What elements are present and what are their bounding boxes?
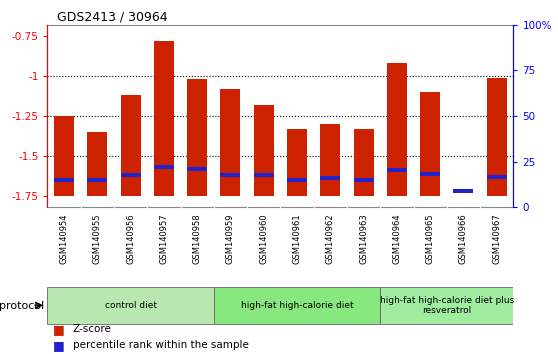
FancyBboxPatch shape [380, 287, 513, 324]
Text: protocol: protocol [0, 301, 45, 311]
FancyBboxPatch shape [214, 287, 380, 324]
Bar [154, 41, 174, 196]
Text: GSM140967: GSM140967 [492, 213, 501, 264]
Bar [387, 63, 407, 196]
Text: GSM140961: GSM140961 [292, 213, 301, 264]
Text: high-fat high-calorie diet: high-fat high-calorie diet [240, 301, 353, 310]
Text: ■: ■ [53, 323, 65, 336]
Bar [187, 167, 207, 171]
Bar [121, 173, 141, 177]
Bar [420, 92, 440, 196]
Text: GSM140964: GSM140964 [392, 213, 401, 264]
Text: GSM140954: GSM140954 [60, 213, 69, 264]
Bar [254, 105, 274, 196]
Text: GDS2413 / 30964: GDS2413 / 30964 [57, 11, 167, 24]
Text: control diet: control diet [105, 301, 157, 310]
Text: GSM140959: GSM140959 [226, 213, 235, 264]
Text: GSM140958: GSM140958 [193, 213, 201, 264]
Bar [154, 165, 174, 169]
Bar [487, 175, 507, 179]
Bar [354, 178, 374, 182]
FancyBboxPatch shape [47, 287, 214, 324]
Bar [387, 168, 407, 172]
Text: GSM140966: GSM140966 [459, 213, 468, 264]
Bar [121, 95, 141, 196]
Text: percentile rank within the sample: percentile rank within the sample [73, 340, 248, 350]
Bar [88, 178, 107, 182]
Bar [287, 129, 307, 196]
Text: GSM140965: GSM140965 [426, 213, 435, 264]
Bar [320, 124, 340, 196]
Text: GSM140962: GSM140962 [326, 213, 335, 264]
Text: GSM140956: GSM140956 [126, 213, 135, 264]
Bar [320, 176, 340, 180]
Text: high-fat high-calorie diet plus
resveratrol: high-fat high-calorie diet plus resverat… [379, 296, 514, 315]
Bar [487, 78, 507, 196]
Bar [254, 173, 274, 177]
Bar [220, 89, 240, 196]
Bar [420, 171, 440, 176]
Text: GSM140963: GSM140963 [359, 213, 368, 264]
Text: GSM140957: GSM140957 [160, 213, 169, 264]
Bar [54, 116, 74, 196]
Bar [187, 79, 207, 196]
Text: ■: ■ [53, 339, 65, 352]
Bar [54, 178, 74, 182]
Bar [88, 132, 107, 196]
Bar [287, 178, 307, 182]
Bar [454, 189, 473, 193]
Bar [354, 129, 374, 196]
Text: Z-score: Z-score [73, 324, 112, 334]
Text: GSM140960: GSM140960 [259, 213, 268, 264]
Bar [220, 173, 240, 177]
Text: GSM140955: GSM140955 [93, 213, 102, 264]
